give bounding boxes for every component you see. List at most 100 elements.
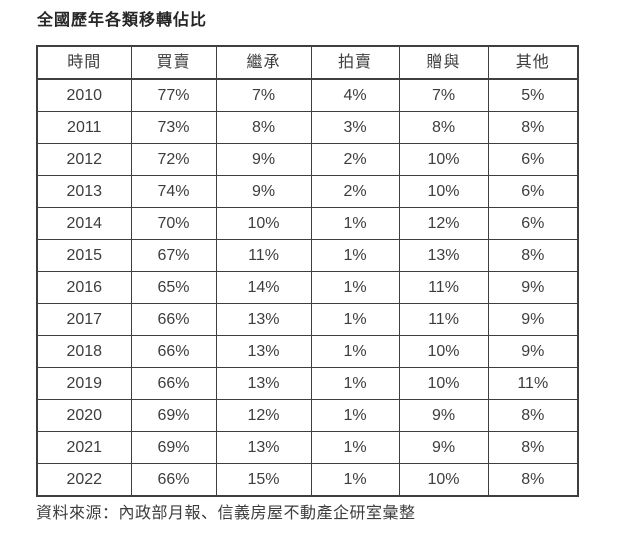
value-cell: 11% xyxy=(487,367,579,400)
value-cell: 13% xyxy=(215,431,312,464)
value-cell: 8% xyxy=(487,111,579,144)
year-cell: 2015 xyxy=(36,239,132,272)
value-cell: 1% xyxy=(310,431,400,464)
value-cell: 14% xyxy=(215,271,312,304)
value-cell: 1% xyxy=(310,239,400,272)
value-cell: 65% xyxy=(130,271,217,304)
table-row: 2011 73% 8% 3% 8% 8% xyxy=(36,111,579,144)
transfer-ratio-table: 時間 買賣 繼承 拍賣 贈與 其他 2010 77% 7% 4% 7% 5% 2011 73% 8% 3% 8… xyxy=(36,45,579,497)
value-cell: 7% xyxy=(398,78,489,112)
year-cell: 2021 xyxy=(36,431,132,464)
year-cell: 2013 xyxy=(36,175,132,208)
value-cell: 2% xyxy=(310,175,400,208)
table-row: 2014 70% 10% 1% 12% 6% xyxy=(36,207,579,240)
value-cell: 9% xyxy=(398,399,489,432)
year-cell: 2017 xyxy=(36,303,132,336)
value-cell: 6% xyxy=(487,143,579,176)
table-row: 2017 66% 13% 1% 11% 9% xyxy=(36,303,579,336)
value-cell: 2% xyxy=(310,143,400,176)
value-cell: 9% xyxy=(487,335,579,368)
value-cell: 10% xyxy=(398,367,489,400)
value-cell: 10% xyxy=(398,143,489,176)
column-header: 時間 xyxy=(36,45,132,80)
value-cell: 74% xyxy=(130,175,217,208)
column-header: 拍賣 xyxy=(310,45,400,80)
source-note: 資料來源：內政部月報、信義房屋不動產企研室彙整 xyxy=(36,505,416,522)
value-cell: 1% xyxy=(310,463,400,497)
value-cell: 72% xyxy=(130,143,217,176)
table-row: 2010 77% 7% 4% 7% 5% xyxy=(36,78,579,112)
year-cell: 2011 xyxy=(36,111,132,144)
value-cell: 5% xyxy=(487,78,579,112)
column-header: 買賣 xyxy=(130,45,217,80)
value-cell: 3% xyxy=(310,111,400,144)
value-cell: 13% xyxy=(398,239,489,272)
year-cell: 2018 xyxy=(36,335,132,368)
value-cell: 11% xyxy=(398,303,489,336)
value-cell: 8% xyxy=(487,463,579,497)
value-cell: 8% xyxy=(487,399,579,432)
value-cell: 67% xyxy=(130,239,217,272)
table-row: 2013 74% 9% 2% 10% 6% xyxy=(36,175,579,208)
year-cell: 2020 xyxy=(36,399,132,432)
value-cell: 13% xyxy=(215,303,312,336)
value-cell: 66% xyxy=(130,367,217,400)
year-cell: 2022 xyxy=(36,463,132,497)
year-cell: 2016 xyxy=(36,271,132,304)
value-cell: 10% xyxy=(398,335,489,368)
table-row: 2019 66% 13% 1% 10% 11% xyxy=(36,367,579,400)
value-cell: 1% xyxy=(310,399,400,432)
table-row: 2018 66% 13% 1% 10% 9% xyxy=(36,335,579,368)
value-cell: 8% xyxy=(487,239,579,272)
header-row: 時間 買賣 繼承 拍賣 贈與 其他 xyxy=(36,45,579,80)
table-row: 2015 67% 11% 1% 13% 8% xyxy=(36,239,579,272)
value-cell: 69% xyxy=(130,399,217,432)
value-cell: 8% xyxy=(398,111,489,144)
value-cell: 1% xyxy=(310,335,400,368)
column-header: 其他 xyxy=(487,45,579,80)
column-header: 贈與 xyxy=(398,45,489,80)
report-page: 全國歷年各類移轉佔比 時間 買賣 繼承 拍賣 贈與 其他 2010 77% 7% 4% 7% 5% 2… xyxy=(36,12,579,522)
value-cell: 9% xyxy=(398,431,489,464)
value-cell: 12% xyxy=(398,207,489,240)
value-cell: 10% xyxy=(398,463,489,497)
value-cell: 11% xyxy=(398,271,489,304)
value-cell: 13% xyxy=(215,335,312,368)
year-cell: 2019 xyxy=(36,367,132,400)
value-cell: 10% xyxy=(398,175,489,208)
value-cell: 69% xyxy=(130,431,217,464)
value-cell: 66% xyxy=(130,463,217,497)
value-cell: 11% xyxy=(215,239,312,272)
value-cell: 70% xyxy=(130,207,217,240)
table-row: 2020 69% 12% 1% 9% 8% xyxy=(36,399,579,432)
column-header: 繼承 xyxy=(215,45,312,80)
value-cell: 10% xyxy=(215,207,312,240)
page-title: 全國歷年各類移轉佔比 xyxy=(37,12,208,29)
value-cell: 8% xyxy=(215,111,312,144)
table-body: 2010 77% 7% 4% 7% 5% 2011 73% 8% 3% 8% 8% 2012 72% 9% 2… xyxy=(36,78,579,497)
value-cell: 13% xyxy=(215,367,312,400)
value-cell: 9% xyxy=(487,271,579,304)
table-row: 2022 66% 15% 1% 10% 8% xyxy=(36,463,579,497)
year-cell: 2014 xyxy=(36,207,132,240)
table-row: 2012 72% 9% 2% 10% 6% xyxy=(36,143,579,176)
value-cell: 6% xyxy=(487,175,579,208)
value-cell: 1% xyxy=(310,271,400,304)
value-cell: 8% xyxy=(487,431,579,464)
year-cell: 2012 xyxy=(36,143,132,176)
value-cell: 4% xyxy=(310,78,400,112)
value-cell: 1% xyxy=(310,207,400,240)
table-row: 2016 65% 14% 1% 11% 9% xyxy=(36,271,579,304)
value-cell: 9% xyxy=(487,303,579,336)
table-row: 2021 69% 13% 1% 9% 8% xyxy=(36,431,579,464)
value-cell: 77% xyxy=(130,78,217,112)
value-cell: 7% xyxy=(215,78,312,112)
value-cell: 1% xyxy=(310,303,400,336)
value-cell: 66% xyxy=(130,335,217,368)
value-cell: 1% xyxy=(310,367,400,400)
value-cell: 6% xyxy=(487,207,579,240)
value-cell: 12% xyxy=(215,399,312,432)
value-cell: 9% xyxy=(215,175,312,208)
value-cell: 15% xyxy=(215,463,312,497)
value-cell: 9% xyxy=(215,143,312,176)
